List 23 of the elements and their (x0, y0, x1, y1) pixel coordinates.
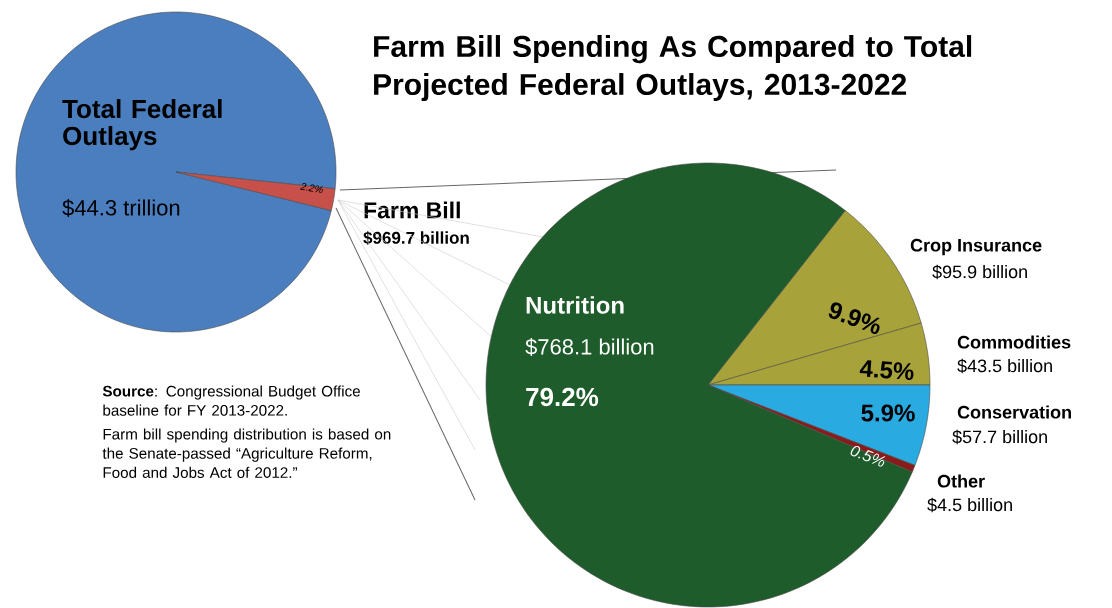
text: $44.3 trillion (62, 199, 180, 217)
slice-label: Commodities (957, 335, 1071, 349)
text: $43.5 billion (957, 358, 1052, 374)
slice-label: Crop Insurance (910, 238, 1042, 256)
text: $4.5 billion (927, 497, 1012, 513)
text: $768.1 billion (525, 338, 654, 356)
slice-label: Nutrition (526, 296, 624, 314)
data-label: 2.2% (300, 183, 323, 194)
data-label: 5.9% (861, 404, 915, 422)
slice-label: Total Federal Outlays (62, 99, 222, 151)
data-label: 79.2% (526, 387, 599, 407)
slice-label: Farm Bill (364, 201, 460, 219)
data-label: 9.9% (828, 302, 880, 334)
text: Farm Bill Spending As Compared to Total Projected Federal Outlays, 2013-2022 (374, 35, 972, 102)
slice-label: Other (937, 474, 985, 488)
text: $969.7 billion (363, 231, 469, 245)
text: Farm bill spending distribution is based on the Senate-passed “Agriculture Reform, Food and Jobs Act of 2012.” (102, 428, 391, 478)
text: $95.9 billion (932, 264, 1027, 280)
slice-label: Conservation (957, 405, 1071, 419)
text: $57.7 billion (952, 429, 1047, 445)
data-label: 0.5% (850, 445, 886, 467)
data-label: 4.5% (859, 360, 914, 380)
text: Source: Congressional Budget Office baseline for FY 2013-2022. (102, 385, 360, 416)
